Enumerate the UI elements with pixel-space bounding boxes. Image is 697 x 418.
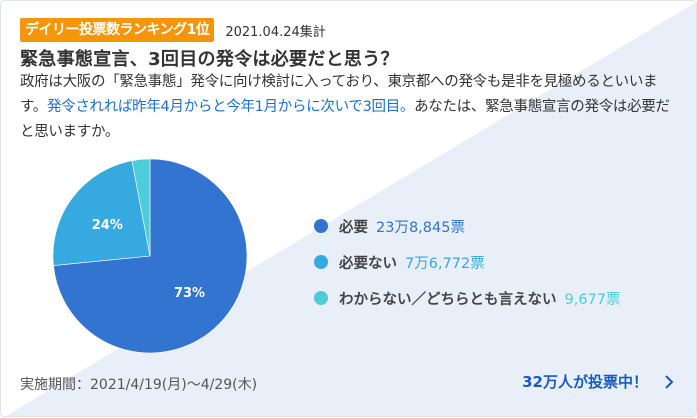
poll-period: 実施期間：2021/4/19(月)〜4/29(木)	[20, 377, 258, 393]
legend-dot-icon	[314, 219, 328, 233]
pie-percent-label: 24%	[92, 218, 123, 233]
pie-chart: 73% 24%	[52, 158, 248, 354]
pie-percent-label: 73%	[174, 286, 205, 301]
legend-label: 必要	[339, 219, 368, 236]
ranking-badge: デイリー投票数ランキング1位	[20, 18, 215, 42]
desc-text-end: あなたは、緊急事態宣言の発令は必要だと思いますか。	[20, 99, 670, 140]
voters-link[interactable]: 32万人が投票中！	[522, 371, 674, 392]
legend-label: 必要ない	[339, 255, 397, 272]
poll-title[interactable]: 緊急事態宣言、3回目の発令は必要だと思う？	[20, 49, 399, 70]
chevron-right-icon	[665, 374, 674, 389]
card-header: デイリー投票数ランキング1位 2021.04.24集計	[20, 18, 326, 42]
pie-slice	[52, 160, 151, 266]
pie-slice	[131, 158, 151, 257]
poll-description: 政府は大阪の「緊急事態」発令に向け検討に入っており、東京都への発令も是非を見極め…	[20, 70, 680, 145]
desc-text: 政府は大阪の「緊急事態」発令に向け検討に入っており、東京都への発令も是非を見極め…	[20, 74, 658, 115]
legend-item-no: 必要ない 7万6,772票	[314, 244, 621, 280]
legend-dot-icon	[314, 291, 328, 305]
voters-link-label: 32万人が投票中！	[522, 373, 648, 391]
legend-item-yes: 必要 23万8,845票	[314, 208, 621, 244]
legend-item-unsure: わからない／どちらとも言えない 9,677票	[314, 280, 621, 316]
legend-label: わからない／どちらとも言えない	[339, 291, 557, 308]
legend-dot-icon	[314, 255, 328, 269]
legend-count: 7万6,772票	[405, 255, 485, 272]
desc-highlight: 発令されれば昨年4月からと今年1月からに次いで3回目。	[46, 99, 415, 115]
chart-legend: 必要 23万8,845票 必要ない 7万6,772票 わからない／どちらとも言え…	[314, 208, 621, 316]
legend-count: 9,677票	[564, 291, 621, 308]
legend-count: 23万8,845票	[376, 219, 465, 236]
tally-date: 2021.04.24集計	[225, 24, 326, 40]
